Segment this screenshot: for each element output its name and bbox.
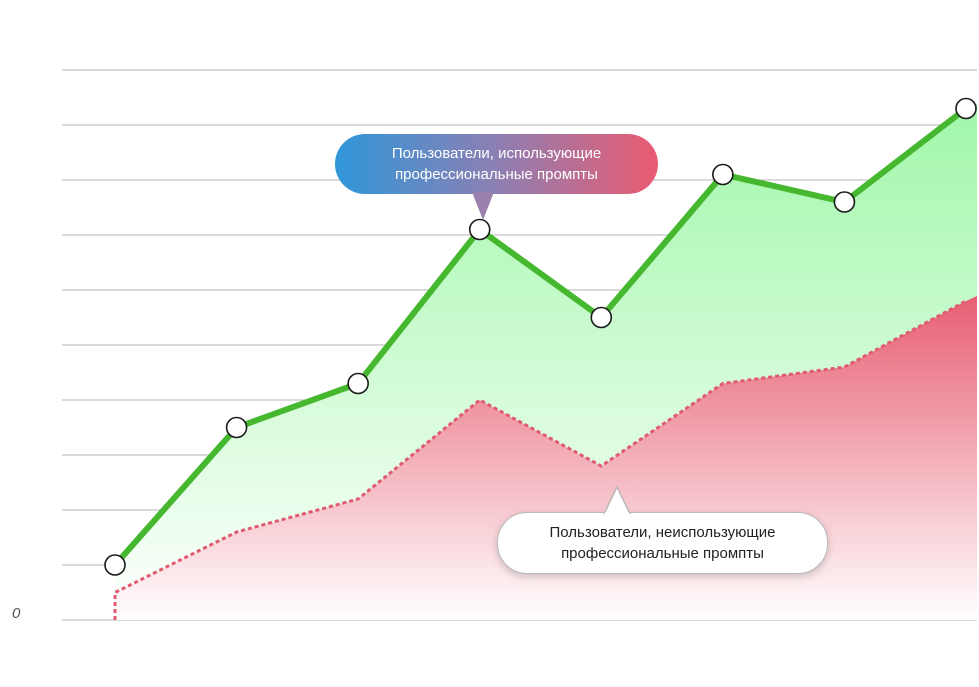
data-point-marker — [712, 163, 734, 186]
data-point-marker — [225, 416, 248, 439]
callout-nonpro-users: Пользователи, неиспользующие профессиона… — [497, 486, 828, 574]
callout-nonpro-text: Пользователи, неиспользующие профессиона… — [549, 524, 776, 562]
data-point-marker — [955, 97, 977, 120]
series-line-1 — [112, 106, 968, 567]
series-line-2 — [113, 299, 967, 620]
data-point-marker — [590, 306, 613, 329]
data-point-marker — [833, 191, 856, 213]
data-point-marker — [468, 218, 491, 241]
data-markers — [104, 97, 977, 576]
data-point-marker — [347, 372, 369, 395]
callout-pro-text: Пользователи, использующие профессиональ… — [391, 145, 602, 183]
series-lines — [112, 106, 968, 620]
data-point-marker — [104, 554, 126, 576]
callout-pro-tail — [472, 192, 494, 220]
callout-nonpro-tail — [603, 486, 631, 514]
callout-pro-users: Пользователи, использующие профессиональ… — [335, 134, 658, 220]
y-tick-label-zero: 0 — [12, 605, 21, 622]
